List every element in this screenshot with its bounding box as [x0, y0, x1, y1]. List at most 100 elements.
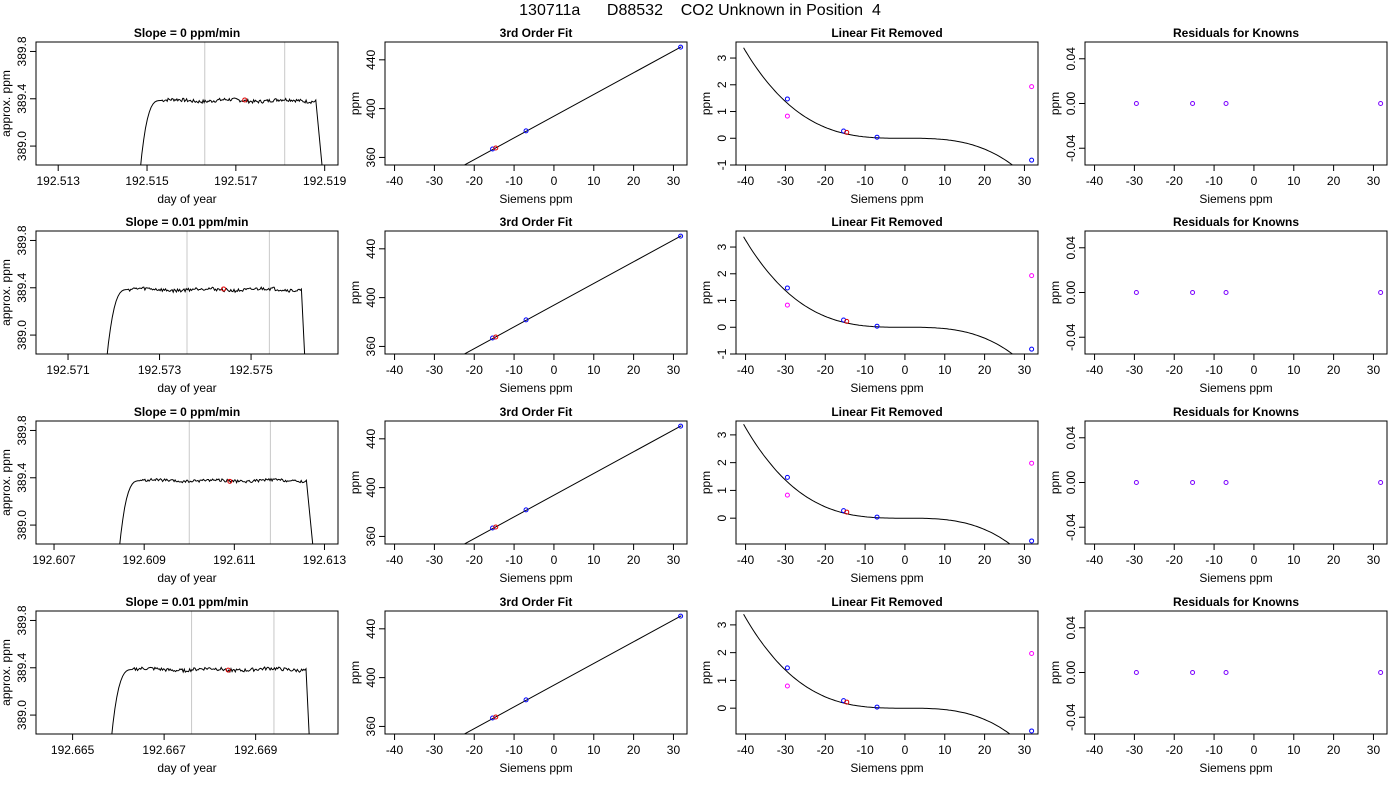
- y-tick-label: 2: [715, 81, 729, 88]
- y-tick-label: 0.04: [1064, 426, 1078, 450]
- x-tick-label: 0: [1251, 553, 1258, 567]
- x-axis-label: day of year: [157, 761, 216, 775]
- known-point: [678, 233, 684, 239]
- y-axis-label: ppm: [348, 92, 362, 115]
- y-tick-label: 3: [715, 243, 729, 250]
- y-axis-label: ppm: [348, 471, 362, 494]
- x-tick-label: -30: [1126, 743, 1144, 757]
- x-tick-label: -30: [777, 553, 795, 567]
- y-tick-label: 389.0: [15, 320, 29, 350]
- x-tick-label: -30: [777, 174, 795, 188]
- x-tick-label: 20: [627, 553, 641, 567]
- x-tick-label: -30: [1126, 174, 1144, 188]
- panel-title: Linear Fit Removed: [831, 595, 942, 609]
- known-point: [490, 335, 496, 341]
- x-tick-label: -20: [1166, 743, 1184, 757]
- residual-point: [1378, 480, 1384, 485]
- plot-frame: [735, 41, 1039, 166]
- residual-point: [1133, 290, 1139, 295]
- y-tick-label: -0.04: [1064, 703, 1078, 731]
- plot-frame: [1084, 420, 1388, 545]
- plot-area: [463, 423, 684, 544]
- x-axis-label: Siemens ppm: [499, 571, 572, 585]
- y-tick-label: 0.04: [1064, 616, 1078, 640]
- panel-title: Slope = 0 ppm/min: [134, 405, 240, 419]
- x-tick-label: 20: [1327, 553, 1341, 567]
- x-tick-label: -40: [1086, 553, 1104, 567]
- y-tick-label: 389.0: [15, 510, 29, 540]
- known-point: [874, 134, 880, 140]
- x-tick-label: -40: [386, 743, 404, 757]
- x-tick-label: 0: [1251, 174, 1258, 188]
- x-tick-label: 20: [1327, 743, 1341, 757]
- plot-area: [106, 231, 306, 354]
- y-axis-label: approx. ppm: [0, 639, 13, 706]
- x-axis-label: Siemens ppm: [499, 761, 572, 775]
- y-tick-label: 360: [364, 716, 378, 736]
- x-tick-label: -10: [505, 174, 523, 188]
- plot-area: [463, 613, 684, 734]
- known-point: [678, 423, 684, 429]
- known-point: [678, 613, 684, 619]
- y-tick-label: 2: [715, 649, 729, 656]
- plot-area: [1133, 670, 1384, 675]
- y-axis-label: ppm: [699, 661, 713, 684]
- x-tick-label: -40: [386, 174, 404, 188]
- panel-title: Residuals for Knowns: [1173, 215, 1299, 229]
- x-tick-label: -40: [737, 174, 755, 188]
- y-tick-label: 400: [364, 667, 378, 687]
- y-tick-label: 2: [715, 270, 729, 277]
- y-tick-label: 389.8: [15, 605, 29, 635]
- x-tick-label: 192.607: [32, 553, 76, 567]
- x-axis-label: Siemens ppm: [1199, 381, 1272, 395]
- x-tick-label: 192.669: [234, 743, 278, 757]
- residual-point: [1378, 670, 1384, 675]
- residual-point: [1133, 480, 1139, 485]
- x-tick-label: 20: [978, 174, 992, 188]
- x-tick-label: 30: [667, 743, 681, 757]
- x-tick-label: -30: [426, 553, 444, 567]
- y-tick-label: 1: [715, 297, 729, 304]
- x-tick-label: 0: [551, 174, 558, 188]
- known-point: [1029, 728, 1035, 734]
- panel-title: Slope = 0.01 ppm/min: [125, 595, 248, 609]
- unknown-marker: [242, 97, 248, 103]
- x-tick-label: 0: [551, 743, 558, 757]
- x-axis-label: Siemens ppm: [850, 381, 923, 395]
- panel-2-3: Linear Fit Removed-40 -30 -20 -10 0 10 20 30-10…: [699, 215, 1039, 395]
- x-tick-label: 30: [1367, 363, 1381, 377]
- y-tick-label: 1: [715, 108, 729, 115]
- x-tick-label: 10: [1287, 553, 1301, 567]
- known-point: [784, 474, 790, 480]
- panel-title: Slope = 0.01 ppm/min: [125, 215, 248, 229]
- plot-frame: [35, 41, 339, 166]
- x-tick-label: 10: [587, 174, 601, 188]
- plot-frame: [384, 610, 688, 735]
- y-tick-label: 0: [715, 705, 729, 712]
- x-tick-label: 192.517: [214, 174, 258, 188]
- plot-frame: [1084, 610, 1388, 735]
- magenta-point: [784, 302, 790, 308]
- panel-3-2: 3rd Order Fit -40 -30 -20 -10 0 10 20 30 360 400 44…: [348, 405, 688, 585]
- x-tick-label: 0: [902, 743, 909, 757]
- plot-frame: [735, 610, 1039, 735]
- panel-1-4: Residuals for Knowns -40 -30 -20 -10 0 10 20 30 -…: [1048, 26, 1388, 206]
- y-tick-label: 0.04: [1064, 236, 1078, 260]
- x-tick-label: -30: [777, 363, 795, 377]
- magenta-point: [1029, 273, 1035, 279]
- residual-point: [1190, 480, 1196, 485]
- y-axis-label: ppm: [1048, 281, 1062, 304]
- x-tick-label: 20: [627, 743, 641, 757]
- y-tick-label: -0.04: [1064, 323, 1078, 351]
- x-axis-label: Siemens ppm: [1199, 192, 1272, 206]
- y-tick-label: 389.8: [15, 225, 29, 255]
- y-tick-label: 389.4: [15, 83, 29, 113]
- residual-point: [1378, 290, 1384, 295]
- x-tick-label: 20: [978, 553, 992, 567]
- x-tick-label: 192.575: [229, 363, 273, 377]
- x-tick-label: -20: [466, 553, 484, 567]
- y-tick-label: 1: [715, 487, 729, 494]
- y-tick-label: 389.0: [15, 131, 29, 161]
- plot-area: [743, 424, 1035, 544]
